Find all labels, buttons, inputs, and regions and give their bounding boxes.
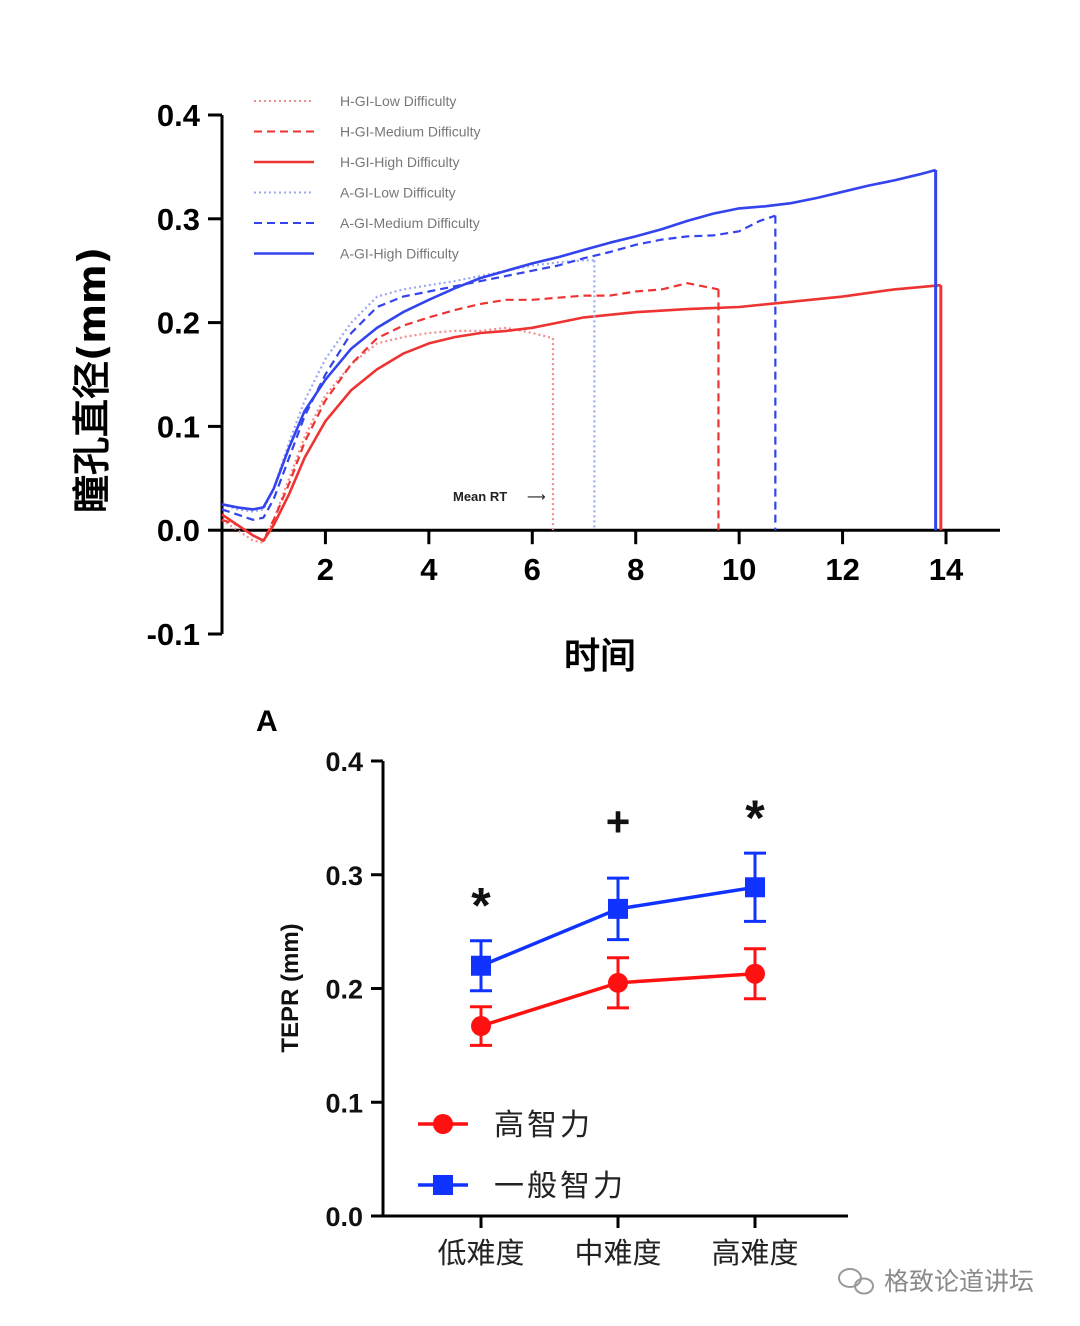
bottom-y-tick-label: 0.2 — [325, 975, 363, 1005]
data-point-square — [608, 898, 628, 919]
bottom-x-tick-label: 中难度 — [574, 1236, 661, 1270]
top-y-tick-label: 0.2 — [157, 306, 200, 341]
mean-rt-lines — [551, 170, 943, 531]
top-x-tick-label: 8 — [627, 552, 644, 587]
top-y-tick-label: 0.0 — [157, 513, 200, 548]
wechat-icon — [838, 1268, 874, 1295]
legend-marker-square — [433, 1175, 453, 1195]
significance-marker: * — [745, 790, 765, 846]
legend-label: 高智力 — [494, 1108, 593, 1143]
significance-marker: + — [606, 798, 631, 845]
data-point-circle — [745, 963, 765, 984]
bottom-y-tick-label: 0.4 — [325, 747, 363, 777]
top-x-tick-label: 4 — [420, 552, 438, 587]
legend-label: A-GI-Medium Difficulty — [340, 215, 480, 231]
top-legend: H-GI-Low Difficulty H-GI-Medium Difficult… — [254, 93, 481, 262]
legend-label: H-GI-Medium Difficulty — [340, 124, 481, 140]
legend-marker-circle — [433, 1114, 453, 1134]
data-point-square — [745, 877, 765, 898]
data-point-circle — [608, 972, 628, 993]
mean-rt-arrow: ⟶ — [527, 489, 546, 504]
legend-label: A-GI-High Difficulty — [340, 246, 459, 262]
panel-label: A — [256, 705, 278, 738]
top-x-tick-label: 12 — [825, 552, 859, 587]
top-series-line — [221, 214, 776, 521]
watermark-text: 格致论道讲坛 — [884, 1267, 1034, 1296]
bottom-series-group — [470, 851, 766, 1047]
significance-marker: * — [471, 878, 491, 934]
top-y-tick-label: 0.1 — [157, 409, 200, 444]
top-x-tick-label: 10 — [722, 552, 756, 587]
top-y-tick-label: 0.4 — [157, 98, 201, 133]
bottom-x-tick-label: 低难度 — [437, 1236, 524, 1270]
legend-label: H-GI-High Difficulty — [340, 154, 460, 170]
bottom-axes: 0.0 0.1 0.2 0.3 0.4 低难度 中难度 高难度 — [325, 747, 848, 1270]
top-y-tick-label: -0.1 — [147, 617, 200, 652]
top-y-tick-label: 0.3 — [157, 202, 200, 237]
bottom-y-tick-label: 0.0 — [325, 1202, 363, 1232]
significance-markers: * + * — [471, 790, 765, 934]
top-x-tick-label: 14 — [929, 552, 964, 587]
bottom-y-tick-label: 0.3 — [325, 861, 363, 891]
top-series-line — [221, 168, 937, 511]
top-series-line — [221, 283, 941, 542]
data-point-circle — [471, 1016, 491, 1037]
bottom-x-tick-label: 高难度 — [711, 1236, 798, 1270]
bottom-y-tick-label: 0.1 — [325, 1088, 363, 1118]
top-x-axis-label: 时间 — [564, 636, 636, 677]
watermark: 格致论道讲坛 — [838, 1267, 1034, 1296]
top-series-line — [221, 326, 554, 544]
data-point-square — [471, 955, 491, 976]
mean-rt-annotation: Mean RT — [453, 489, 507, 504]
top-series-line — [221, 282, 719, 542]
top-x-tick-label: 2 — [317, 552, 334, 587]
top-series-line — [221, 259, 595, 513]
top-x-tick-label: 6 — [524, 552, 541, 587]
legend-label: A-GI-Low Difficulty — [340, 185, 456, 201]
legend-label: 一般智力 — [494, 1169, 626, 1204]
top-axes: -0.1 0.0 0.1 0.2 0.3 0.4 2 4 6 8 10 12 14 — [147, 98, 1000, 652]
top-y-axis-label: 瞳孔直径(mm) — [70, 247, 114, 513]
top-series-group — [221, 168, 941, 544]
bottom-y-axis-label: TEPR (mm) — [277, 923, 304, 1052]
legend-label: H-GI-Low Difficulty — [340, 93, 456, 109]
pupil-diameter-chart: -0.1 0.0 0.1 0.2 0.3 0.4 2 4 6 8 10 12 14 H-GI-Low D… — [70, 93, 1000, 677]
